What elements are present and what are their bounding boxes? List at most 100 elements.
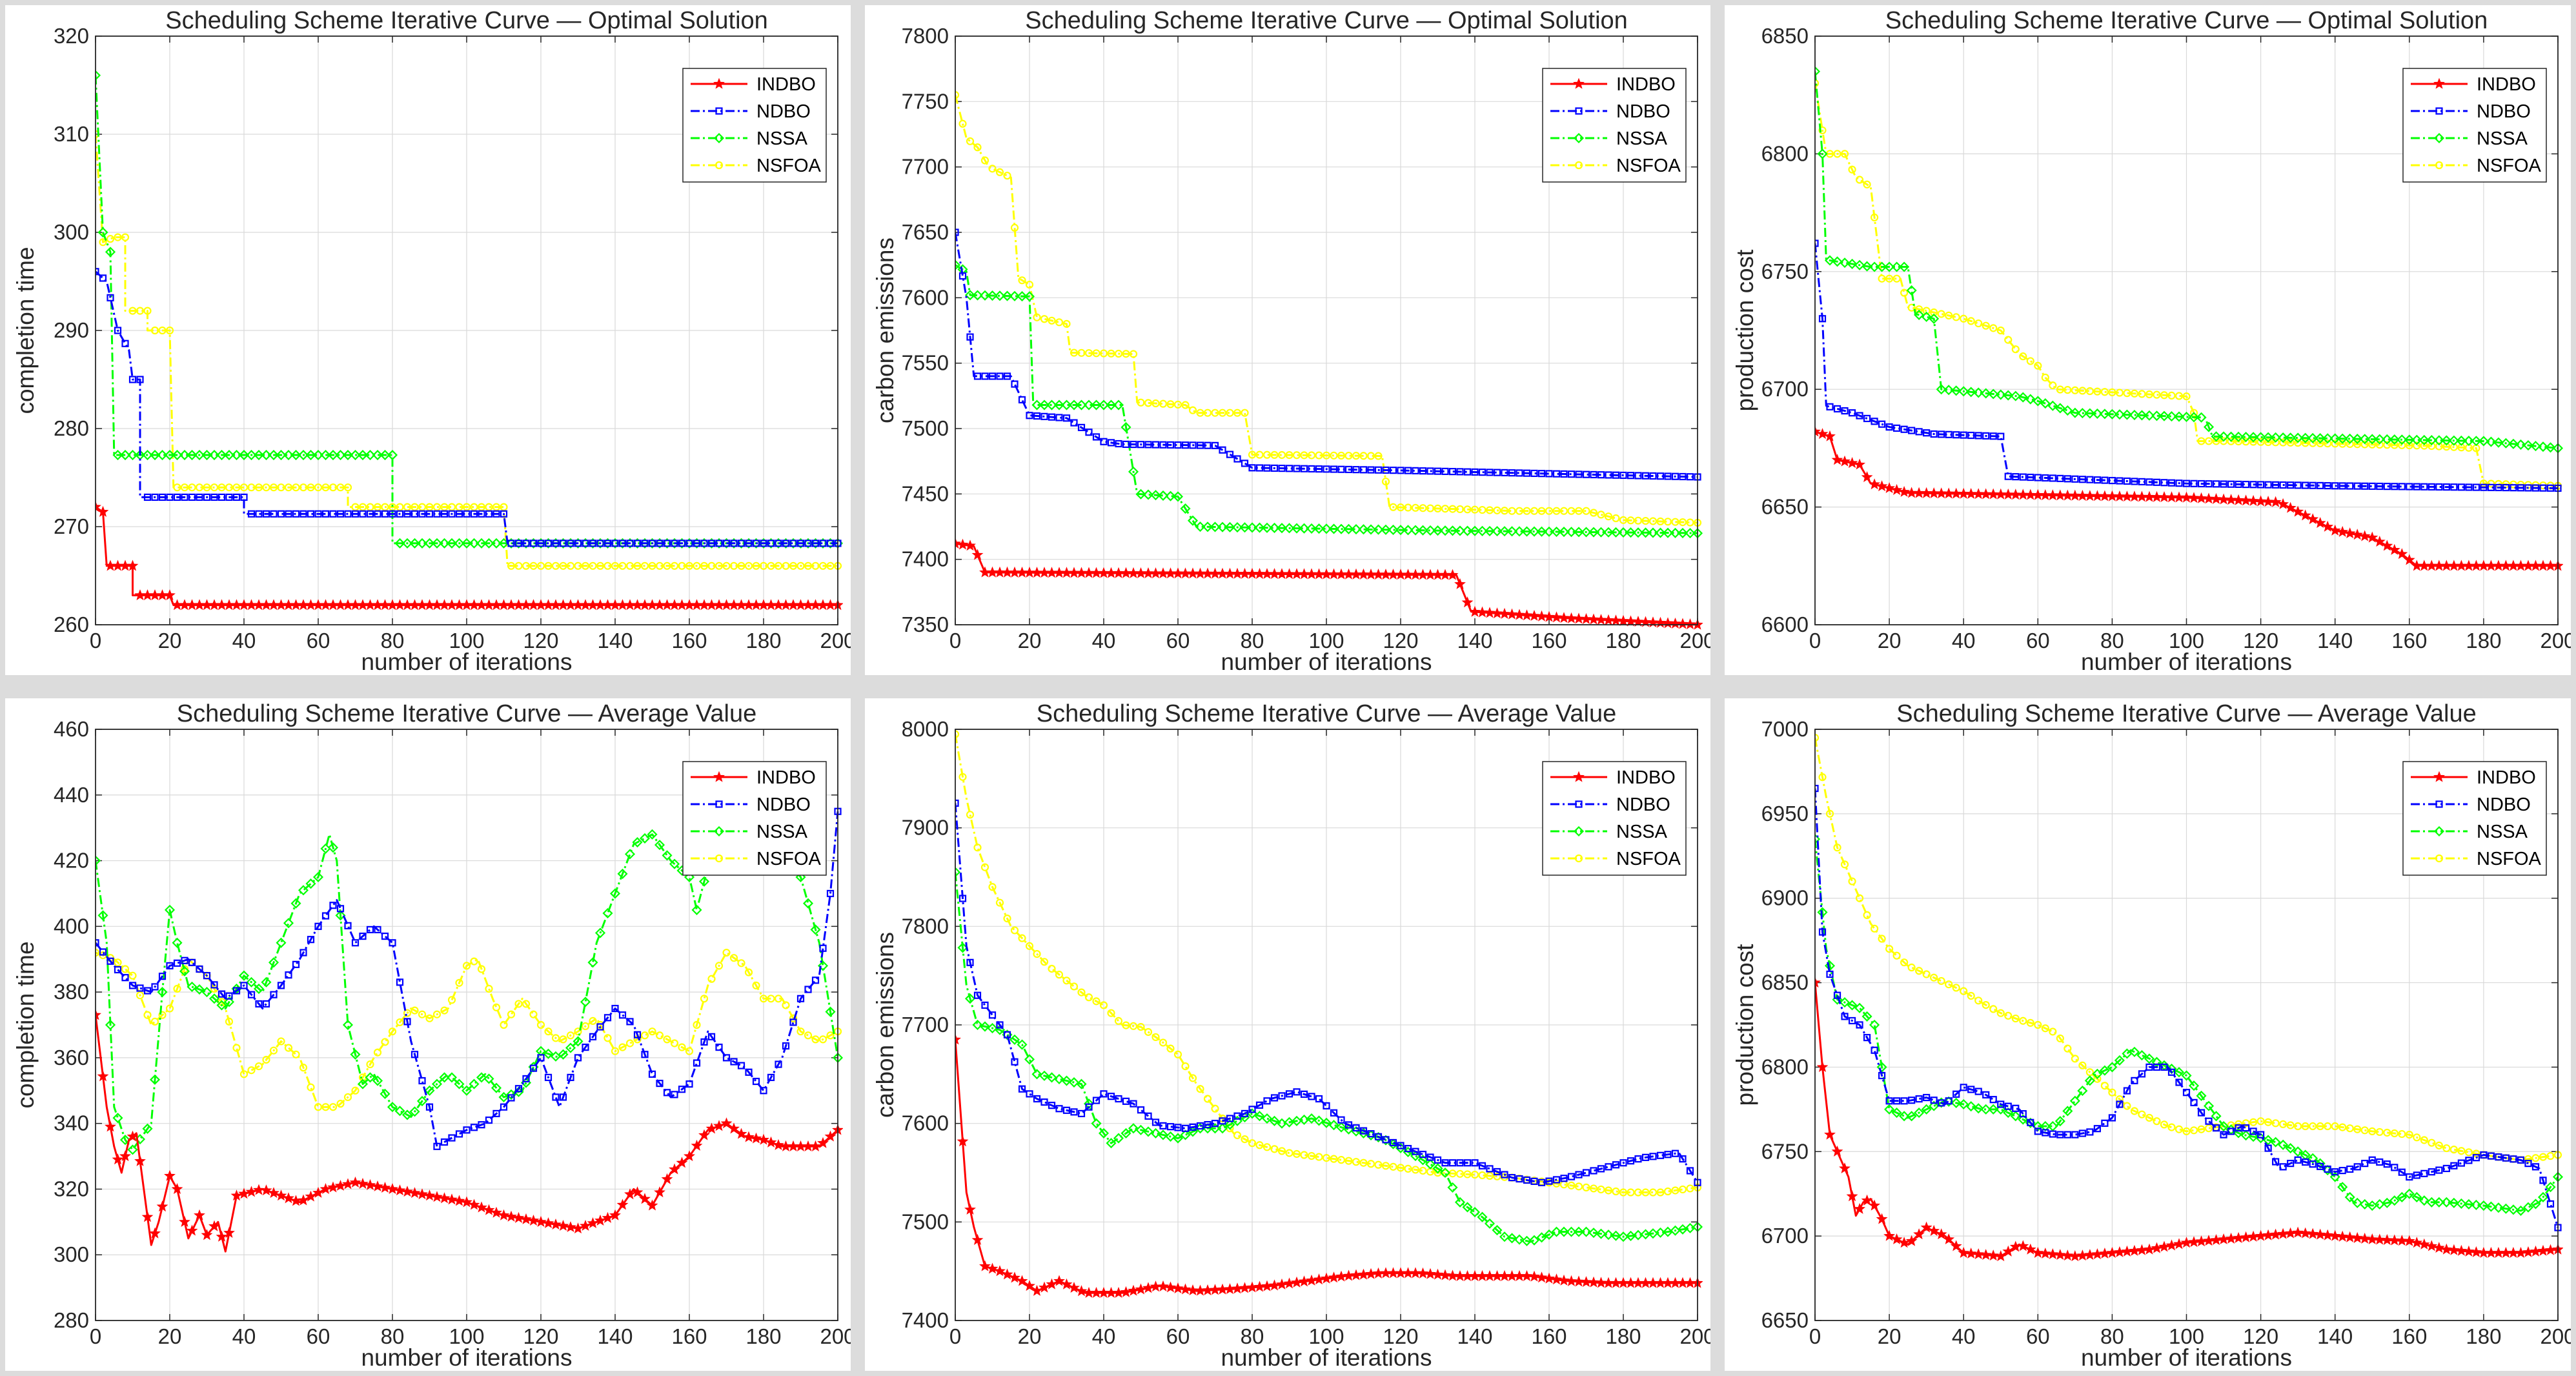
data-point-ndbo <box>2524 1160 2532 1168</box>
x-tick-label: 40 <box>1952 629 1976 653</box>
data-point-nsfoa <box>396 503 404 511</box>
axes-frame <box>95 729 838 1321</box>
data-point-ndbo <box>1552 1176 1561 1184</box>
data-point-nssa <box>1128 1123 1139 1134</box>
data-point-ndbo <box>1501 469 1508 477</box>
data-point-nsfoa <box>1863 911 1871 919</box>
data-point-ndbo <box>2145 1063 2153 1071</box>
data-point-nssa <box>1321 523 1332 534</box>
data-point-nsfoa <box>1003 172 1011 180</box>
data-point-ndbo <box>618 1011 627 1019</box>
data-point-ndbo <box>106 957 114 965</box>
data-point-nsfoa <box>1996 1009 2005 1017</box>
data-point-indbo <box>334 1180 347 1191</box>
data-point-ndbo <box>582 1044 589 1051</box>
data-point-nssa <box>2322 433 2333 444</box>
data-point-nssa <box>1876 261 1887 272</box>
data-point-nssa <box>1914 1108 1925 1118</box>
data-point-ndbo <box>136 984 144 992</box>
series-line-nssa <box>1815 838 2559 1212</box>
data-point-nssa <box>1098 1128 1110 1138</box>
data-point-nsfoa <box>1641 516 1650 525</box>
data-point-ndbo <box>1344 465 1353 474</box>
data-point-ndbo <box>1612 1161 1620 1169</box>
data-point-ndbo <box>522 1075 530 1083</box>
data-point-nsfoa <box>1937 310 1945 318</box>
data-point-nsfoa <box>685 562 694 570</box>
data-point-ndbo <box>2145 478 2153 486</box>
data-point-ndbo <box>582 540 589 547</box>
data-point-ndbo <box>767 540 775 547</box>
data-point-nssa <box>2486 1201 2497 1212</box>
data-point-indbo <box>750 1132 762 1144</box>
data-point-nssa <box>1815 834 1821 845</box>
legend-marker-indbo <box>2433 77 2445 89</box>
data-point-nssa <box>2173 1067 2185 1078</box>
data-point-ndbo <box>2257 1131 2265 1138</box>
data-point-indbo <box>1816 428 1829 440</box>
data-point-indbo <box>2351 529 2364 540</box>
data-point-nsfoa <box>2390 1129 2399 1138</box>
data-point-ndbo <box>722 540 731 547</box>
data-point-nssa <box>2003 1108 2014 1118</box>
data-point-nsfoa <box>269 1046 278 1055</box>
data-point-nsfoa <box>254 1062 263 1071</box>
data-point-nsfoa <box>2249 438 2258 446</box>
data-point-nssa <box>1551 1226 1562 1237</box>
data-point-nssa <box>1024 1054 1035 1065</box>
chart-title: Scheduling Scheme Iterative Curve — Aver… <box>1896 700 2476 727</box>
data-point-indbo <box>817 1137 829 1148</box>
legend-label-nsfoa: NSFOA <box>1616 849 1681 869</box>
data-point-nsfoa <box>2108 1088 2116 1097</box>
x-tick-label: 20 <box>1018 1324 1042 1348</box>
data-point-nsfoa <box>492 1003 501 1011</box>
data-point-nssa <box>1469 525 1481 536</box>
data-point-nssa <box>112 1113 123 1124</box>
data-point-nssa <box>2003 390 2014 401</box>
data-point-nsfoa <box>1055 971 1064 979</box>
data-point-nssa <box>1046 1072 1057 1083</box>
x-tick-label: 120 <box>2243 1324 2278 1348</box>
x-tick-label: 20 <box>1878 1324 1902 1348</box>
data-point-nsfoa <box>1952 313 1960 321</box>
data-point-ndbo <box>811 976 820 984</box>
data-point-indbo <box>1625 615 1637 627</box>
data-point-nsfoa <box>2056 385 2064 394</box>
data-point-nssa <box>1610 1230 1621 1241</box>
data-point-ndbo <box>285 971 292 979</box>
data-point-nsfoa <box>2294 1122 2302 1131</box>
data-point-ndbo <box>2331 482 2339 490</box>
data-point-nssa <box>342 449 354 461</box>
x-axis-label: number of iterations <box>1221 1344 1432 1371</box>
data-point-nssa <box>201 449 212 461</box>
data-point-nsfoa <box>1470 1170 1479 1179</box>
data-point-nsfoa <box>1478 505 1486 514</box>
data-point-nsfoa <box>1181 1062 1190 1071</box>
data-point-nssa <box>1313 1115 1324 1126</box>
data-point-nsfoa <box>2264 438 2273 447</box>
data-point-indbo <box>1943 1233 1955 1244</box>
data-point-indbo <box>542 1217 554 1228</box>
x-tick-label: 120 <box>1383 1324 1418 1348</box>
data-point-ndbo <box>1204 441 1212 449</box>
data-point-ndbo <box>210 493 218 501</box>
data-point-nsfoa <box>2316 1122 2324 1131</box>
data-point-nsfoa <box>1840 860 1849 869</box>
data-point-nssa <box>1951 385 1962 396</box>
data-point-nssa <box>476 1072 487 1083</box>
x-tick-label: 60 <box>2026 1324 2050 1348</box>
data-point-ndbo <box>2093 1125 2101 1133</box>
data-point-nsfoa <box>1855 894 1864 902</box>
data-point-nssa <box>119 1135 131 1146</box>
data-point-indbo <box>2233 494 2245 505</box>
data-point-nsfoa <box>611 562 620 570</box>
data-point-ndbo <box>633 540 642 547</box>
data-point-nsfoa <box>655 1031 664 1040</box>
data-point-ndbo <box>2056 474 2064 482</box>
data-point-ndbo <box>1293 465 1301 472</box>
data-point-nssa <box>609 888 621 899</box>
data-point-ndbo <box>1033 412 1041 420</box>
data-point-nsfoa <box>165 1004 174 1013</box>
data-point-nssa <box>2263 1135 2274 1146</box>
data-point-ndbo <box>2205 1117 2213 1125</box>
